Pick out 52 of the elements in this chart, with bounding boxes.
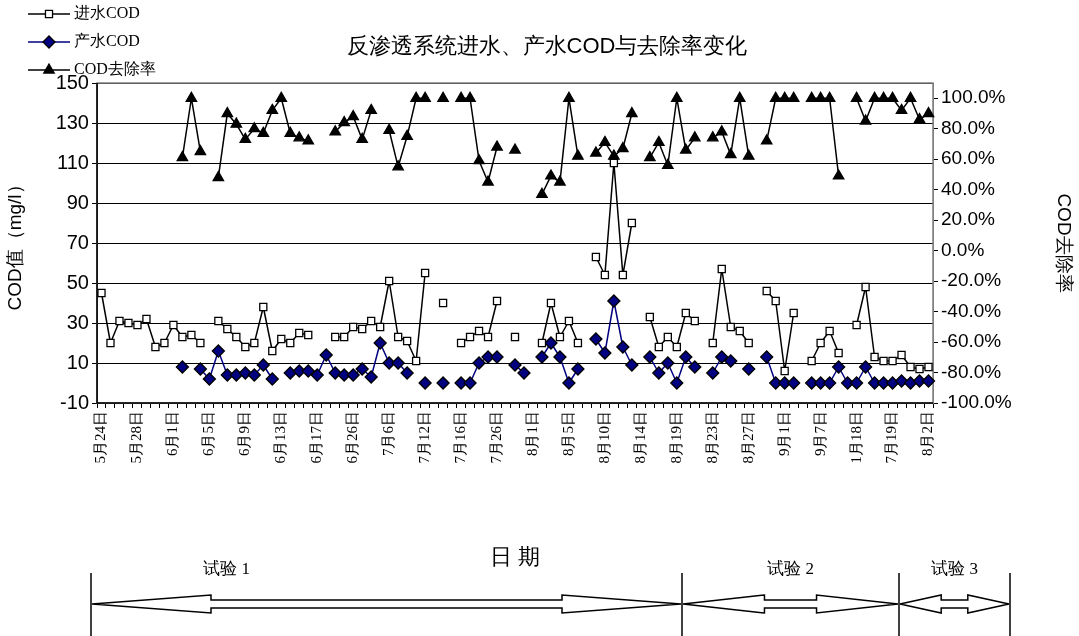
y-tick-label: -10	[60, 390, 89, 413]
x-tick-label: 8月1日	[523, 411, 540, 456]
legend-label: 进水COD	[74, 4, 140, 22]
legend-label: 产水COD	[74, 32, 140, 50]
y2-tick-label: -60.0%	[941, 330, 1002, 352]
x-tick-label: 5月28日	[128, 411, 145, 464]
text: 试验 3	[931, 558, 978, 580]
y2-tick-label: 40.0%	[941, 177, 995, 199]
y-axis-title: COD值（mg/l）	[3, 175, 25, 311]
x-tick-label: 8月23日	[703, 411, 720, 464]
text: 试验 2	[767, 558, 814, 580]
y2-tick-label: 60.0%	[941, 147, 995, 169]
x-tick-label: 8月5日	[559, 411, 576, 456]
x-tick-label: 7月16日	[452, 411, 468, 464]
x-tick-label: 6月17日	[308, 411, 325, 464]
x-tick-label: 6月1日	[164, 411, 181, 456]
x-tick-label: 6月9日	[236, 411, 253, 456]
y-tick-label: 70	[66, 230, 89, 253]
x-tick-label: 8月2日	[919, 411, 936, 456]
y-tick-label: 50	[66, 270, 89, 293]
x-tick-label: 9月7日	[811, 411, 828, 456]
x-tick-label: 7月12日	[416, 411, 433, 464]
x-tick-label: 7月26日	[487, 411, 504, 464]
y2-tick-label: 20.0%	[941, 208, 995, 230]
y-tick-label: 30	[66, 310, 89, 333]
x-tick-label: 6月26日	[344, 411, 361, 464]
x-tick-label: 6月13日	[272, 411, 289, 464]
x-tick-label: 9月1日	[775, 411, 792, 456]
x-tick-label: 8月14日	[631, 411, 648, 464]
y-tick-label: 130	[55, 110, 89, 133]
y-tick-label: 90	[66, 190, 89, 213]
y2-axis-title: COD去除率	[1054, 193, 1076, 293]
x-tick-label: 1月18日	[847, 411, 864, 464]
x-axis-title: 日 期	[489, 543, 541, 569]
x-tick-label: 8月10日	[595, 411, 612, 464]
y2-tick-label: 100.0%	[941, 86, 1006, 108]
chart-title: 反渗透系统进水、产水COD与去除率变化	[346, 33, 748, 59]
y2-tick-label: 0.0%	[941, 238, 985, 260]
y-tick-label: 110	[57, 150, 89, 173]
x-tick-label: 8月27日	[739, 411, 756, 464]
y2-tick-label: -80.0%	[941, 360, 1002, 382]
text: 试验 1	[203, 558, 250, 580]
x-tick-label: 6月5日	[200, 411, 217, 456]
y2-tick-label: -20.0%	[941, 269, 1002, 291]
x-tick-label: 7月6日	[380, 411, 397, 456]
x-tick-label: 7月19日	[883, 411, 900, 464]
x-tick-label: 5月24日	[92, 411, 109, 464]
y2-tick-label: -40.0%	[941, 299, 1002, 321]
x-tick-label: 8月19日	[667, 411, 684, 464]
y2-tick-label: 80.0%	[941, 116, 995, 138]
y2-tick-label: -100.0%	[941, 391, 1012, 413]
y-tick-label: 10	[66, 350, 89, 373]
